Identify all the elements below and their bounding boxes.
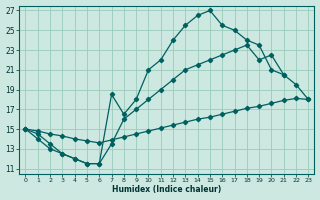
X-axis label: Humidex (Indice chaleur): Humidex (Indice chaleur) bbox=[112, 185, 221, 194]
